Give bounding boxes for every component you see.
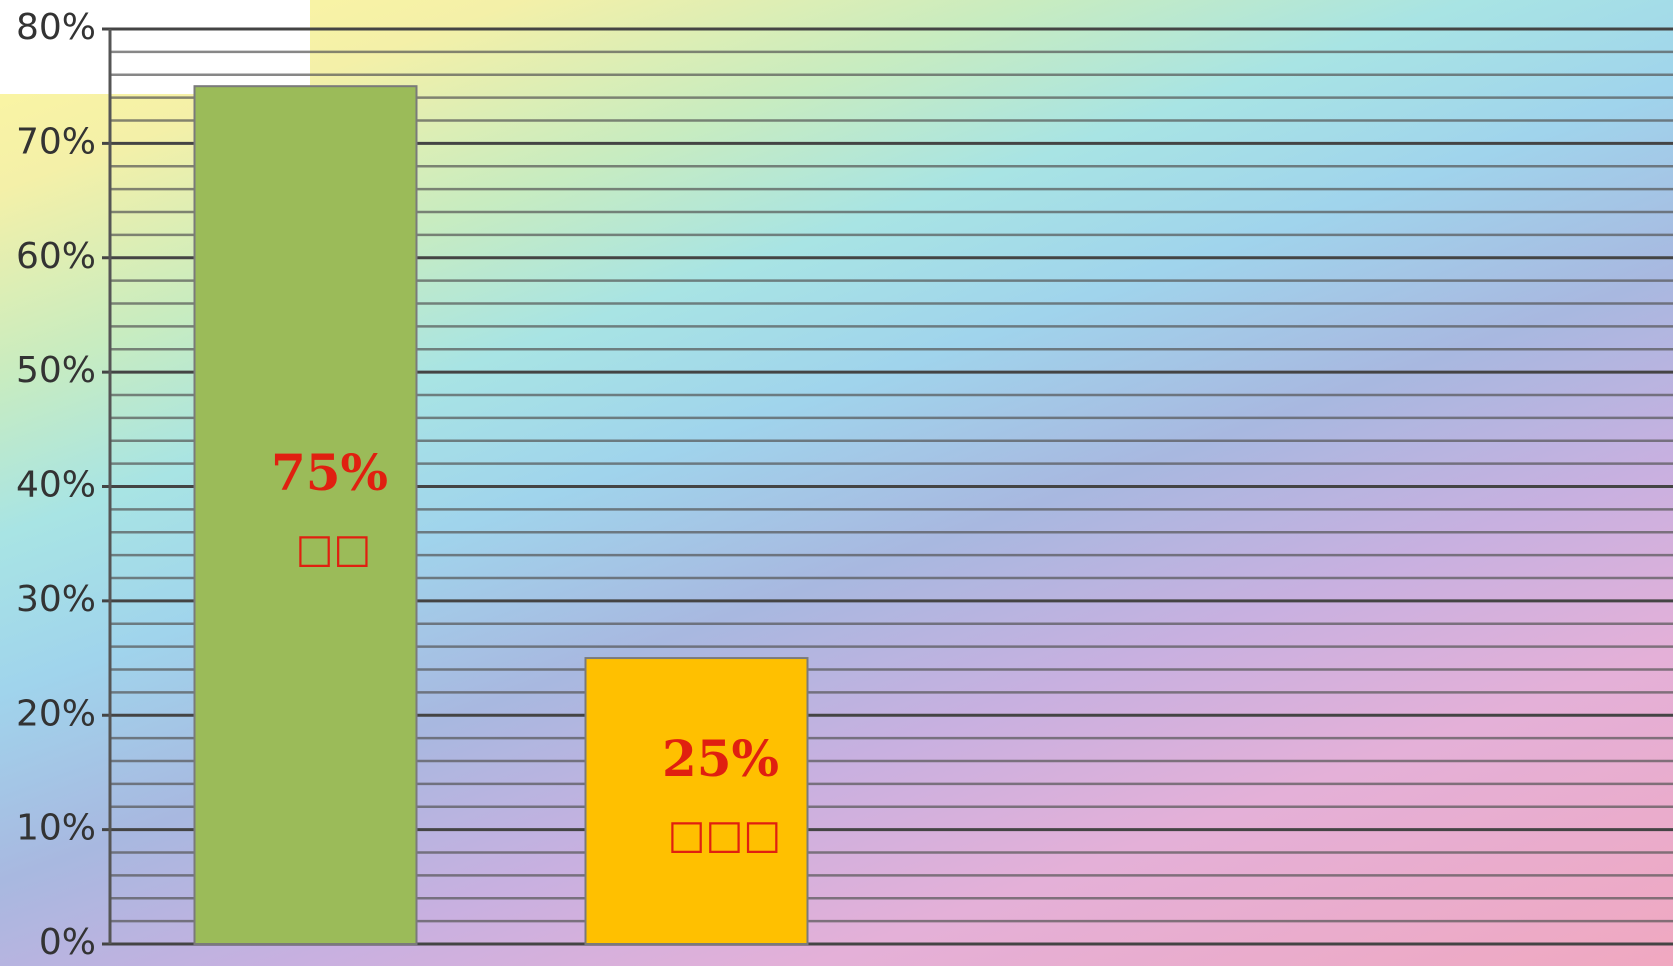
category-label: □□ — [296, 526, 372, 572]
bar — [586, 658, 808, 944]
bar — [195, 86, 417, 944]
chart: 0% 10% 20% 30% 40% 50% 60% 70% 80% 75% □□ 25% □□□ — [0, 0, 1673, 966]
y-tick-label: 40% — [16, 465, 96, 506]
value-label: 25% — [662, 729, 779, 788]
y-tick-label: 80% — [16, 7, 96, 48]
category-label: □□□ — [668, 812, 781, 858]
y-tick-label: 70% — [16, 121, 96, 162]
y-tick-label: 20% — [16, 693, 96, 734]
y-tick-label: 60% — [16, 236, 96, 277]
y-tick-label: 0% — [39, 922, 96, 963]
value-label: 75% — [271, 443, 388, 502]
y-tick-label: 30% — [16, 579, 96, 620]
y-tick-label: 50% — [16, 350, 96, 391]
page: 0%10%20%30%40%50%60%70%80%75%□□25%□□□ ((… — [0, 0, 1673, 966]
y-tick-label: 10% — [16, 808, 96, 849]
